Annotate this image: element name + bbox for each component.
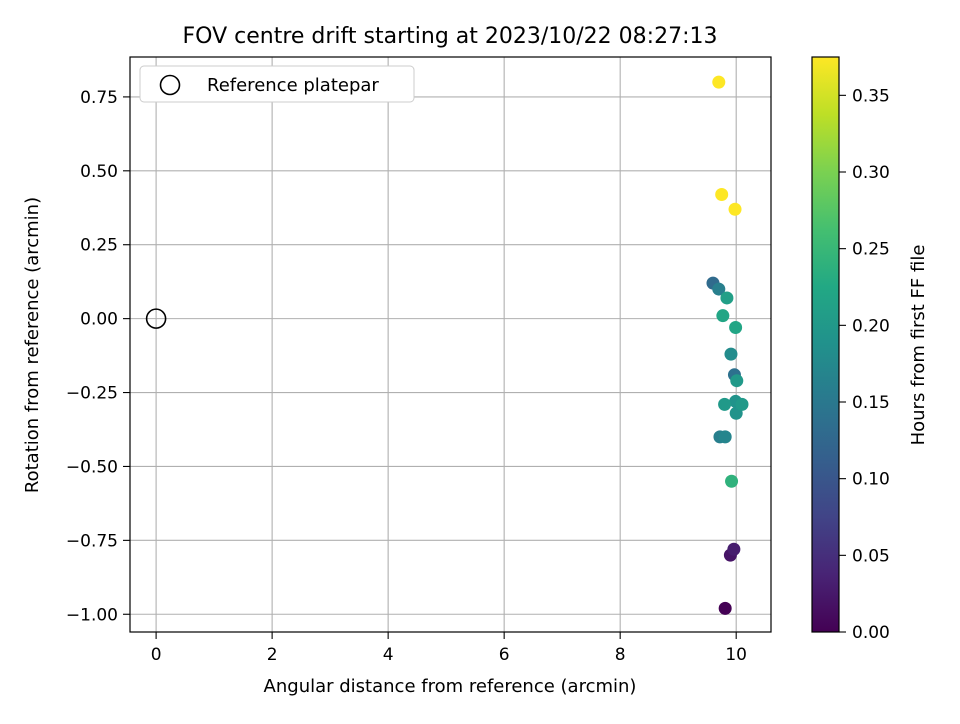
- data-point: [718, 430, 732, 444]
- colorbar-tick-label: 0.10: [852, 470, 890, 490]
- colorbar: 0.00 0.05 0.10 0.15 0.20 0.25 0.30 0.35 Hours f…: [811, 56, 929, 643]
- x-tick-label: 0: [151, 645, 162, 665]
- data-points: [145, 75, 749, 615]
- axes: 0 2 4 6 8 10 0.75 0.50 0.25 0.00 −0.25 −0.50 −0.75 −1…: [66, 88, 747, 665]
- colorbar-frame: [811, 56, 840, 633]
- colorbar-tick-label: 0.35: [852, 86, 890, 106]
- colorbar-tick-label: 0.25: [852, 240, 890, 260]
- x-tick-label: 6: [499, 645, 510, 665]
- data-point: [720, 291, 734, 305]
- y-tick-label: 0.00: [80, 310, 118, 330]
- data-point: [718, 601, 732, 615]
- y-tick-label: 0.25: [80, 236, 118, 256]
- y-axis-label: Rotation from reference (arcmin): [22, 197, 43, 493]
- data-point: [727, 542, 741, 556]
- plot-frame: [129, 56, 772, 633]
- reference-platepar-marker: [145, 308, 167, 329]
- data-point: [724, 347, 738, 361]
- x-tick-label: 4: [383, 645, 394, 665]
- legend-box: [139, 65, 415, 103]
- y-tick-label: 0.75: [80, 88, 118, 108]
- colorbar-tick-label: 0.20: [852, 316, 890, 336]
- legend: Reference platepar: [139, 65, 415, 103]
- data-point: [728, 202, 742, 216]
- x-tick-label: 8: [615, 645, 626, 665]
- legend-marker-reference: [159, 74, 181, 96]
- data-point: [712, 282, 726, 296]
- y-tick-label: 0.50: [80, 162, 118, 182]
- colorbar-tick-label: 0.15: [852, 393, 890, 413]
- y-tick-label: −0.75: [66, 531, 118, 551]
- data-point: [715, 187, 729, 201]
- data-point: [735, 397, 749, 411]
- data-point: [725, 474, 739, 488]
- colorbar-tick-label: 0.30: [852, 163, 890, 183]
- colorbar-gradient: [812, 57, 839, 632]
- data-point: [730, 374, 744, 388]
- grid-lines: [130, 57, 771, 632]
- data-point: [712, 75, 726, 89]
- data-point: [729, 321, 743, 335]
- y-tick-label: −1.00: [66, 605, 118, 625]
- x-tick-label: 10: [725, 645, 747, 665]
- colorbar-ticks: 0.00 0.05 0.10 0.15 0.20 0.25 0.30 0.35: [839, 86, 890, 643]
- data-point: [716, 309, 730, 323]
- legend-label-reference: Reference platepar: [207, 75, 379, 96]
- x-tick-label: 2: [267, 645, 278, 665]
- chart-title: FOV centre drift starting at 2023/10/22 …: [183, 24, 718, 49]
- colorbar-label: Hours from first FF file: [908, 245, 929, 446]
- x-axis-label: Angular distance from reference (arcmin): [264, 676, 637, 697]
- y-tick-label: −0.25: [66, 384, 118, 404]
- data-point: [718, 397, 732, 411]
- colorbar-tick-label: 0.00: [852, 623, 890, 643]
- y-tick-label: −0.50: [66, 457, 118, 477]
- colorbar-tick-label: 0.05: [852, 546, 890, 566]
